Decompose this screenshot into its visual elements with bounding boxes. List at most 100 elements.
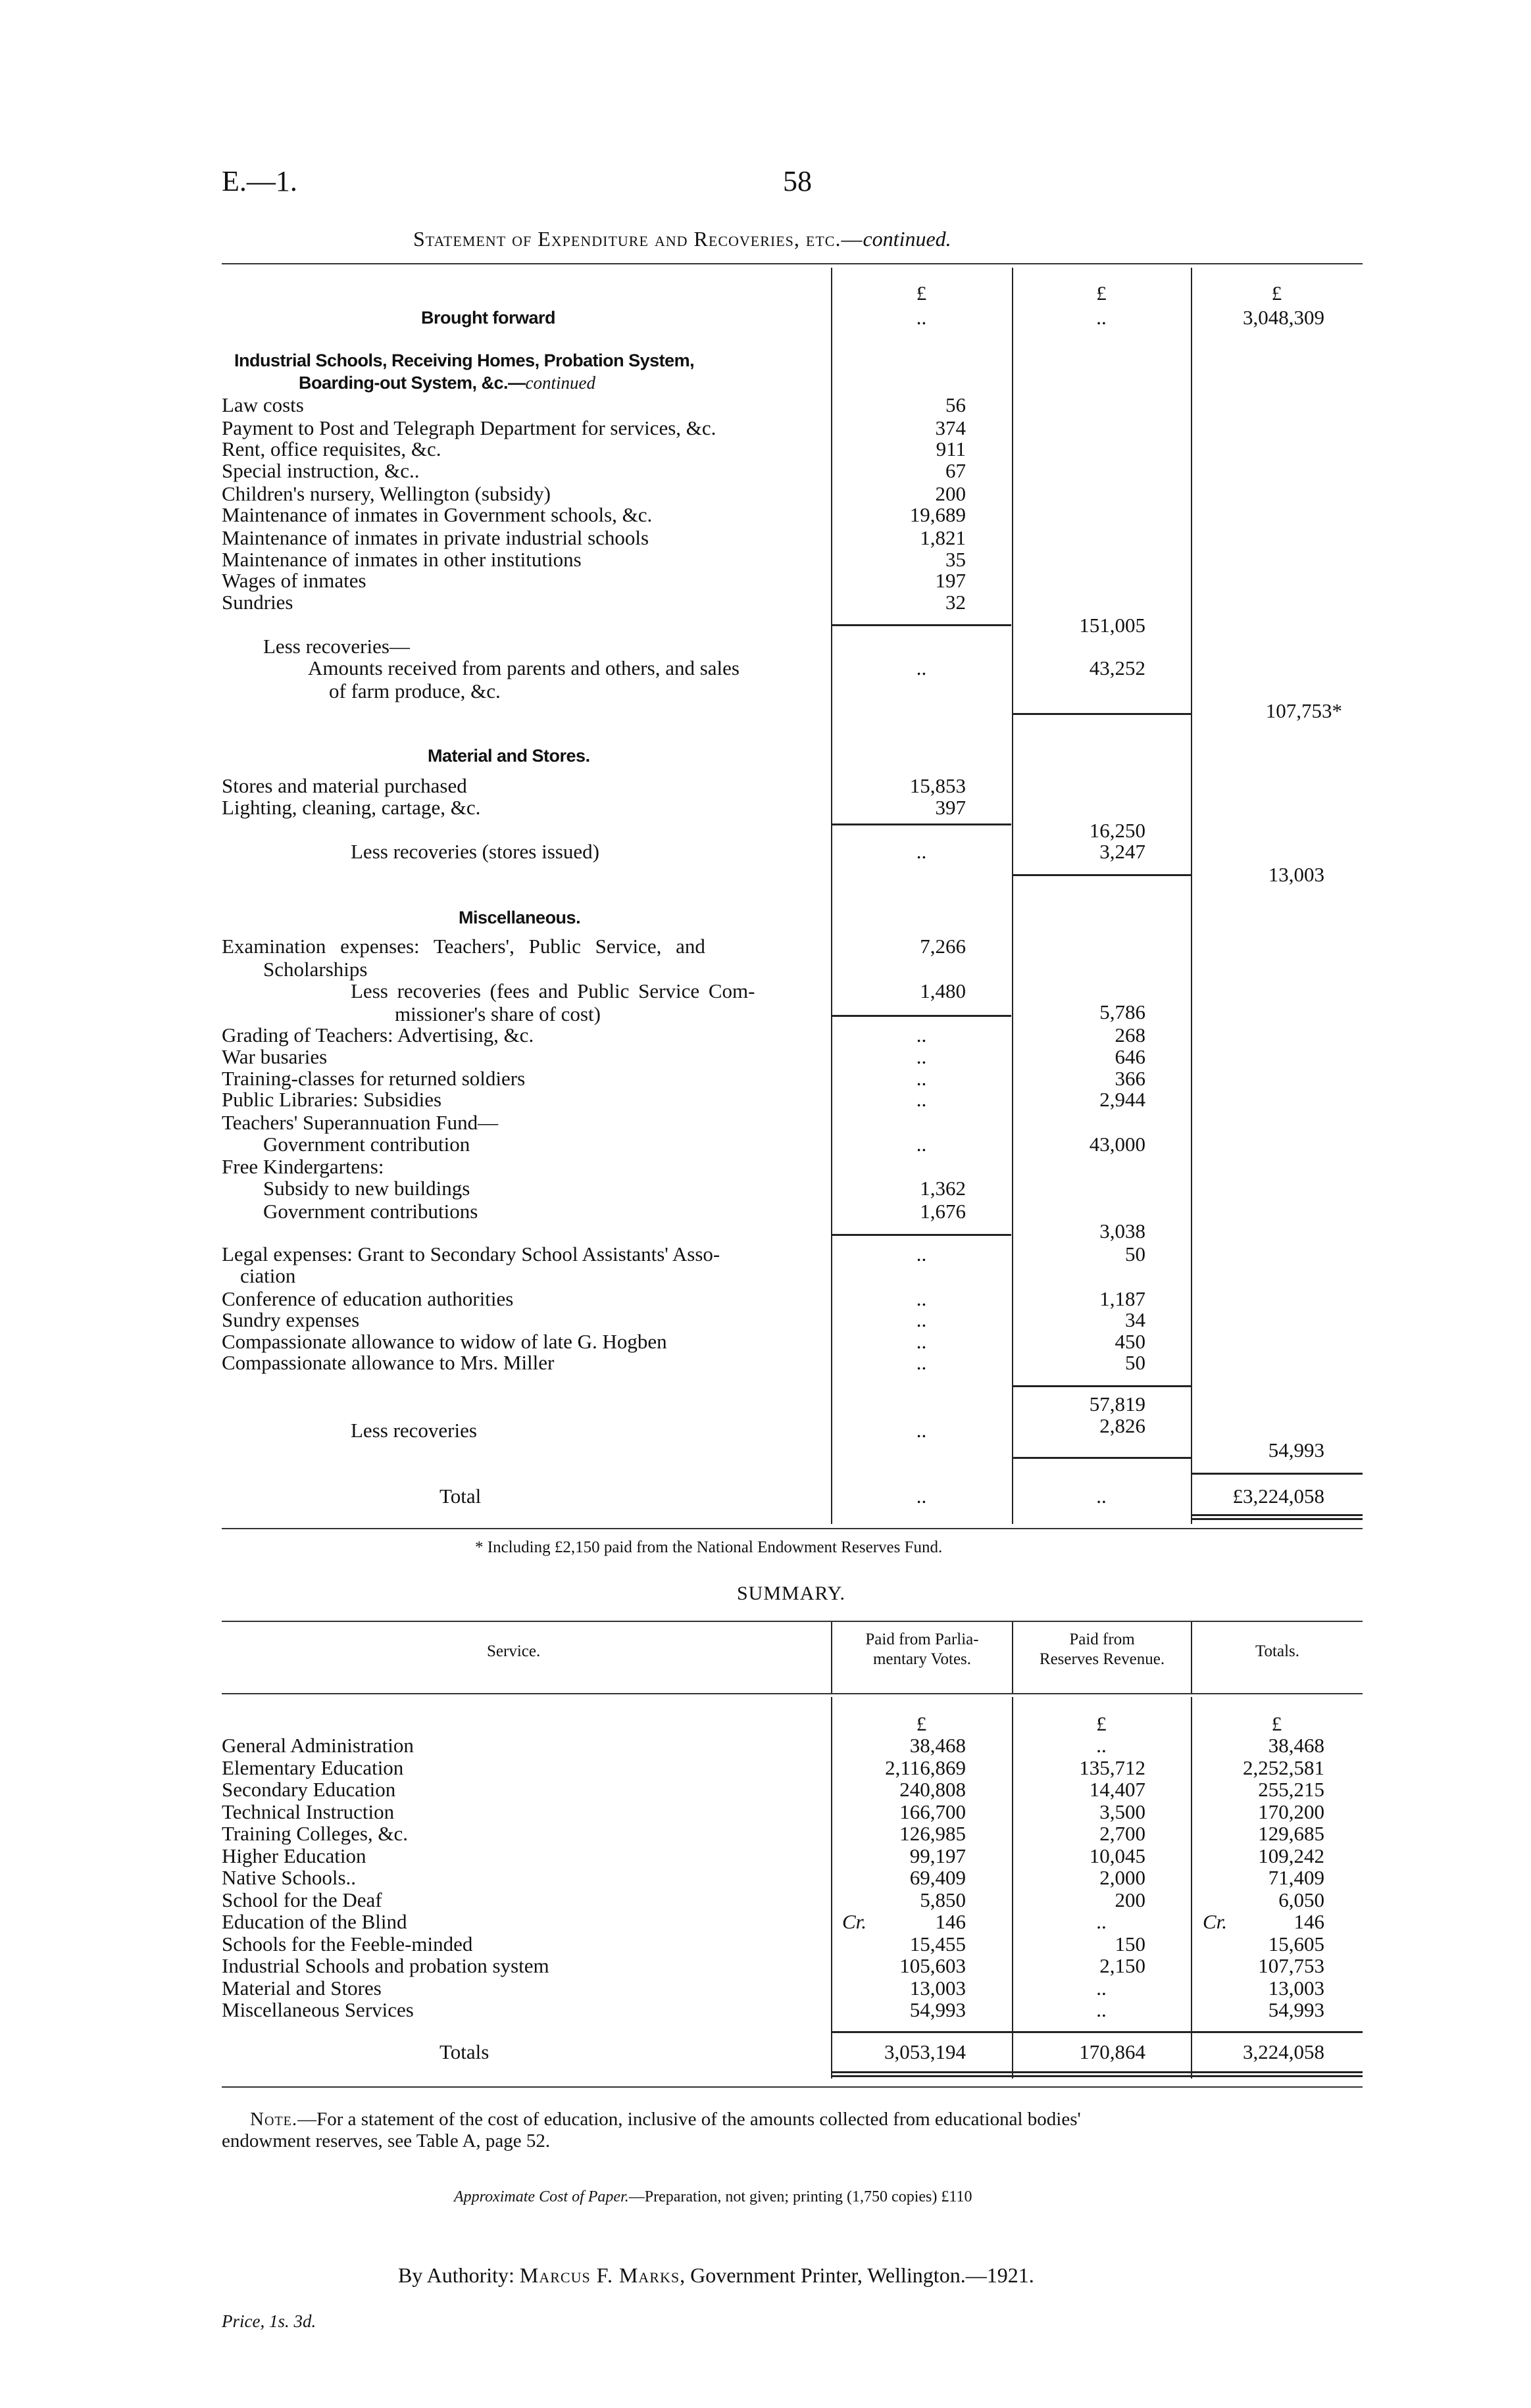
dot-leader [363,1867,822,1889]
value: 3,038 [1099,1219,1145,1242]
service-label: Education of the Blind [222,1910,407,1933]
dot-leader [484,1200,822,1223]
value: 911 [936,437,966,460]
cost-lead: Approximate Cost of Paper. [454,2188,629,2205]
footnote: * Including £2,150 paid from the Nationa… [475,1538,943,1556]
value: 2,826 [1099,1414,1145,1437]
item-label: Sundry expenses [222,1308,360,1331]
value: 268 [1115,1023,1146,1046]
value: 15,853 [909,774,966,797]
dot-leader [414,1823,822,1845]
document-reference: E.—1. [222,165,297,197]
heading-text: Boarding-out System, &c.— [299,373,526,393]
dot-leader [476,1177,822,1200]
subtotal-rule [1013,1457,1191,1459]
brought-forward-label: Brought forward [421,308,555,328]
dot-leader [605,841,822,863]
title-text: Statement of Expenditure and Recoveries,… [413,227,863,251]
item-label: Stores and material purchased [222,774,467,797]
summary-row: Training Colleges, &c. [222,1823,822,1845]
line-item: Rent, office requisites, &c. [222,438,822,460]
dot-leader [372,570,822,592]
value: 200 [935,482,966,505]
value: 3,247 [1099,840,1145,863]
column-divider [831,1622,832,1693]
summary-votes-value: 99,197 [909,1844,966,1867]
currency-label: £ [916,282,927,305]
summary-row: General Administration [222,1734,822,1757]
value: .. [1096,1485,1107,1508]
summary-row: Technical Instruction [222,1800,822,1823]
title-continued: continued. [863,227,951,251]
service-label: Secondary Education [222,1778,396,1801]
item-label: Less recoveries [351,1419,477,1442]
item-label: Conference of education authorities [222,1287,514,1310]
value: .. [916,1485,927,1508]
line-item: Lighting, cleaning, cartage, &c. [222,797,822,819]
value: 32 [945,591,966,614]
dot-leader [402,1779,822,1801]
note-lead: Note. [250,2109,298,2130]
less-recoveries-label: Less recoveries— [263,635,410,658]
value: 2,944 [1099,1088,1145,1111]
line-item: Stores and material purchased [222,775,822,797]
summary-reserves-value: .. [1096,1734,1107,1757]
value: .. [916,1023,927,1046]
dot-leader [540,1024,822,1046]
page-title: Statement of Expenditure and Recoveries,… [413,228,951,250]
summary-votes-value: 240,808 [899,1778,966,1801]
summary-total-value: 15,605 [1268,1932,1324,1955]
line-item: Law costs [222,394,822,416]
net-total: 13,003 [1268,863,1324,886]
column-header-totals: Totals. [1255,1642,1299,1660]
note-line2: endowment reserves, see Table A, page 52… [222,2130,551,2151]
dot-leader [561,307,822,329]
value: .. [916,1351,927,1374]
subtotal-rule [1013,1385,1191,1387]
net-total: 107,753* [1265,699,1342,722]
double-rule [1192,1514,1363,1516]
dot-leader [483,1419,822,1442]
value: 5,786 [1099,1000,1145,1023]
value: 19,689 [909,503,966,526]
value: 7,266 [920,935,966,958]
item-label: Government contribution [263,1133,470,1156]
summary-total-value: 38,468 [1268,1734,1324,1757]
dot-leader [413,1911,822,1933]
dot-leader [366,1309,822,1331]
totals-rule [832,2031,1363,2033]
dot-leader [488,1485,822,1508]
less-recoveries-row: Less recoveries (stores issued) [222,841,822,863]
line-item: Grading of Teachers: Advertising, &c. [222,1024,822,1046]
net-total: 54,993 [1268,1438,1324,1462]
subtotal-rule [1013,713,1191,715]
dot-leader [447,438,822,460]
column-header-votes: Paid from Parlia- mentary Votes. [832,1630,1012,1669]
dot-leader [401,1800,822,1823]
header-line: Paid from Parlia- [865,1631,979,1648]
item-label: Rent, office requisites, &c. [222,437,441,460]
item-label: War busaries [222,1045,328,1068]
value: .. [916,1088,927,1111]
value: .. [916,1308,927,1331]
summary-total-value: 129,685 [1258,1822,1324,1845]
value: 197 [935,569,966,592]
recoveries-label-cont: of farm produce, &c. [329,679,501,702]
summary-top-rule [222,1621,1363,1622]
item-label: Training-classes for returned soldiers [222,1067,526,1090]
heading-continued: continued [525,373,596,393]
header-line: Reserves Revenue. [1039,1650,1165,1668]
value: 35 [945,548,966,571]
subtotal-rule [832,1234,1011,1236]
total-rule [1192,1473,1363,1475]
dot-leader [310,394,822,416]
value: 1,821 [920,526,966,549]
line-item: Government contributions [222,1200,822,1223]
summary-votes-value: 146 [935,1910,966,1933]
header-line: Paid from [1069,1631,1135,1648]
summary-totals-row: Totals [222,2041,822,2063]
currency-label: £ [916,1712,927,1735]
value: .. [916,1242,927,1265]
subtotal: 16,250 [1089,819,1145,842]
service-label: General Administration [222,1734,414,1757]
